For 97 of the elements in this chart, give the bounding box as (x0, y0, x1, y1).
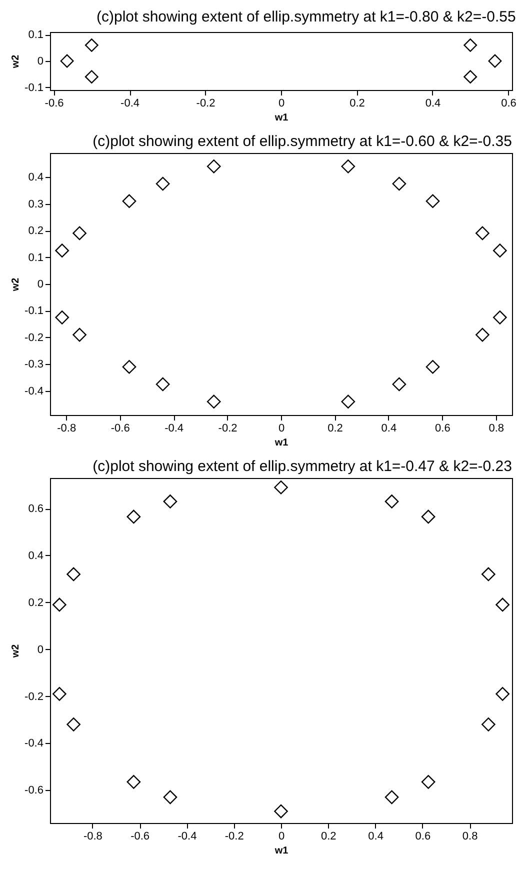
x-axis-title: w1 (274, 438, 289, 448)
point (206, 159, 221, 174)
y-axis-title: w2 (10, 54, 22, 70)
point (482, 567, 496, 582)
x-tick-label: -0.2 (224, 830, 244, 842)
y-tick-label: -0.3 (24, 358, 44, 371)
y-tick-label: 0.6 (28, 503, 44, 516)
point (206, 394, 221, 409)
point (476, 328, 490, 342)
point (421, 775, 436, 789)
point (492, 244, 507, 258)
y-tick-label: 0.3 (28, 198, 44, 210)
x-tick-label: -0.6 (110, 422, 130, 434)
x-tick-label: 0 (278, 98, 285, 110)
y-tick-label: -0.1 (24, 82, 44, 94)
x-tick-label: -0.2 (196, 98, 216, 110)
chart-title: (c)plot showing extent of ellip.symmetry at k1=-0.60 & k2=-0.35 (92, 133, 512, 150)
x-tick-label: 0.4 (425, 98, 441, 110)
x-tick-label: 0.8 (462, 830, 478, 842)
x-tick-label: -0.8 (83, 830, 102, 842)
x-tick-label: -0.4 (164, 422, 184, 434)
point (488, 54, 502, 68)
point (341, 394, 356, 409)
x-tick-label: 0.2 (320, 830, 336, 842)
point (464, 38, 478, 52)
point (126, 775, 141, 789)
point (421, 510, 436, 524)
x-tick-label: -0.6 (130, 830, 150, 842)
y-tick-label: 0 (37, 56, 44, 68)
point (496, 598, 510, 612)
y-tick-label: 0 (37, 644, 44, 656)
point (274, 480, 288, 494)
point (55, 310, 70, 324)
point (274, 804, 288, 818)
x-tick-label: 0.2 (328, 422, 343, 434)
point (163, 494, 178, 508)
point (55, 244, 70, 258)
x-tick-label: -0.4 (178, 830, 197, 842)
point (84, 70, 98, 84)
y-tick-label: 0.4 (28, 172, 44, 184)
y-tick-label: 0.4 (28, 550, 44, 562)
point (122, 194, 136, 208)
point (156, 377, 170, 392)
point (426, 194, 440, 208)
point (464, 70, 478, 84)
y-tick-label: 0.2 (28, 596, 44, 609)
point (72, 328, 86, 342)
y-axis-title: w2 (10, 277, 22, 292)
y-tick-label: -0.6 (24, 784, 44, 797)
x-tick-label: -0.6 (44, 98, 64, 110)
x-tick-label: 0.6 (435, 422, 450, 434)
point (426, 360, 440, 374)
x-tick-label: -0.2 (218, 422, 238, 434)
y-tick-label: -0.2 (24, 332, 44, 344)
point (392, 377, 406, 392)
chart-title: (c)plot showing extent of ellip.symmetry at k1=-0.80 & k2=-0.55 (96, 8, 516, 26)
point (72, 226, 86, 240)
y-axis-title: w2 (10, 644, 22, 659)
point (496, 686, 510, 701)
y-tick-label: 0.2 (28, 225, 44, 238)
point (126, 510, 141, 524)
chart-title: (c)plot showing extent of ellip.symmetry at k1=-0.47 & k2=-0.23 (92, 458, 512, 475)
point (163, 790, 178, 804)
point (392, 176, 406, 191)
point (52, 598, 66, 612)
point (341, 159, 356, 174)
point (384, 494, 399, 508)
x-tick-label: 0 (278, 830, 285, 842)
x-tick-label: 0.6 (415, 830, 431, 842)
x-tick-label: 0.2 (350, 98, 365, 110)
point (84, 38, 98, 52)
point (60, 54, 74, 68)
point (156, 176, 170, 191)
point (66, 718, 80, 732)
point (492, 310, 507, 324)
x-tick-label: 0 (278, 422, 285, 434)
point (482, 718, 496, 732)
x-axis-title: w1 (274, 112, 289, 124)
y-tick-label: -0.4 (24, 385, 44, 398)
y-tick-label: -0.4 (24, 738, 44, 750)
y-tick-label: -0.1 (24, 305, 44, 318)
y-tick-label: 0.1 (28, 252, 44, 264)
point (476, 226, 490, 240)
point (384, 790, 399, 804)
x-tick-label: 0.6 (501, 98, 516, 110)
point (52, 686, 66, 701)
x-tick-label: -0.4 (120, 98, 140, 110)
y-tick-label: 0 (37, 278, 44, 290)
x-tick-label: 0.4 (381, 422, 397, 434)
y-tick-label: 0.1 (28, 29, 44, 42)
x-tick-label: 0.8 (488, 422, 504, 434)
x-tick-label: -0.8 (57, 422, 76, 434)
point (66, 567, 80, 582)
y-tick-label: -0.2 (24, 690, 44, 703)
point (122, 360, 136, 374)
x-axis-title: w1 (274, 846, 289, 856)
x-tick-label: 0.4 (368, 830, 384, 842)
